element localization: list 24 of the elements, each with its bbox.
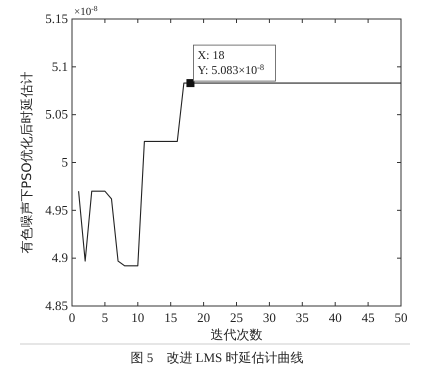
y-tick-label: 5.1 xyxy=(52,58,68,74)
y-axis-title: 有色噪声下PSO优化后时延估计 xyxy=(20,71,35,254)
y-tick-label: 4.85 xyxy=(45,298,68,313)
y-tick-label: 4.9 xyxy=(52,250,68,266)
y-tick-label: 5 xyxy=(62,154,68,170)
x-tick-label: 5 xyxy=(102,310,108,325)
x-axis-title: 迭代次数 xyxy=(210,328,262,343)
x-tick-label: 45 xyxy=(362,310,375,325)
x-tick-label: 30 xyxy=(262,310,276,325)
datatip: X: 18 Y: 5.083×10$^{-8}$ xyxy=(186,44,276,88)
text: ×10$^{-8}$ xyxy=(74,4,98,18)
annotation: X: 18 Y: 5.083×10$^{-8}$ xyxy=(197,48,264,78)
x-tick-label: 15 xyxy=(164,310,178,325)
x-tick-label: 0 xyxy=(68,310,76,325)
x-tick-label: 10 xyxy=(131,310,144,325)
x-tick-label: 25 xyxy=(230,310,243,325)
caption: 图 5 改进 LMS 时延估计曲线 xyxy=(130,350,304,365)
x-tick-label: 50 xyxy=(394,310,408,325)
y-tick-label: 5.05 xyxy=(45,106,68,122)
y-tick-label: 4.95 xyxy=(45,202,68,218)
x-tick-label: 40 xyxy=(328,310,342,325)
x-tick-label: 35 xyxy=(296,310,309,325)
x-tick-label: 20 xyxy=(197,310,210,325)
y-tick-label: 5.15 xyxy=(45,11,68,26)
